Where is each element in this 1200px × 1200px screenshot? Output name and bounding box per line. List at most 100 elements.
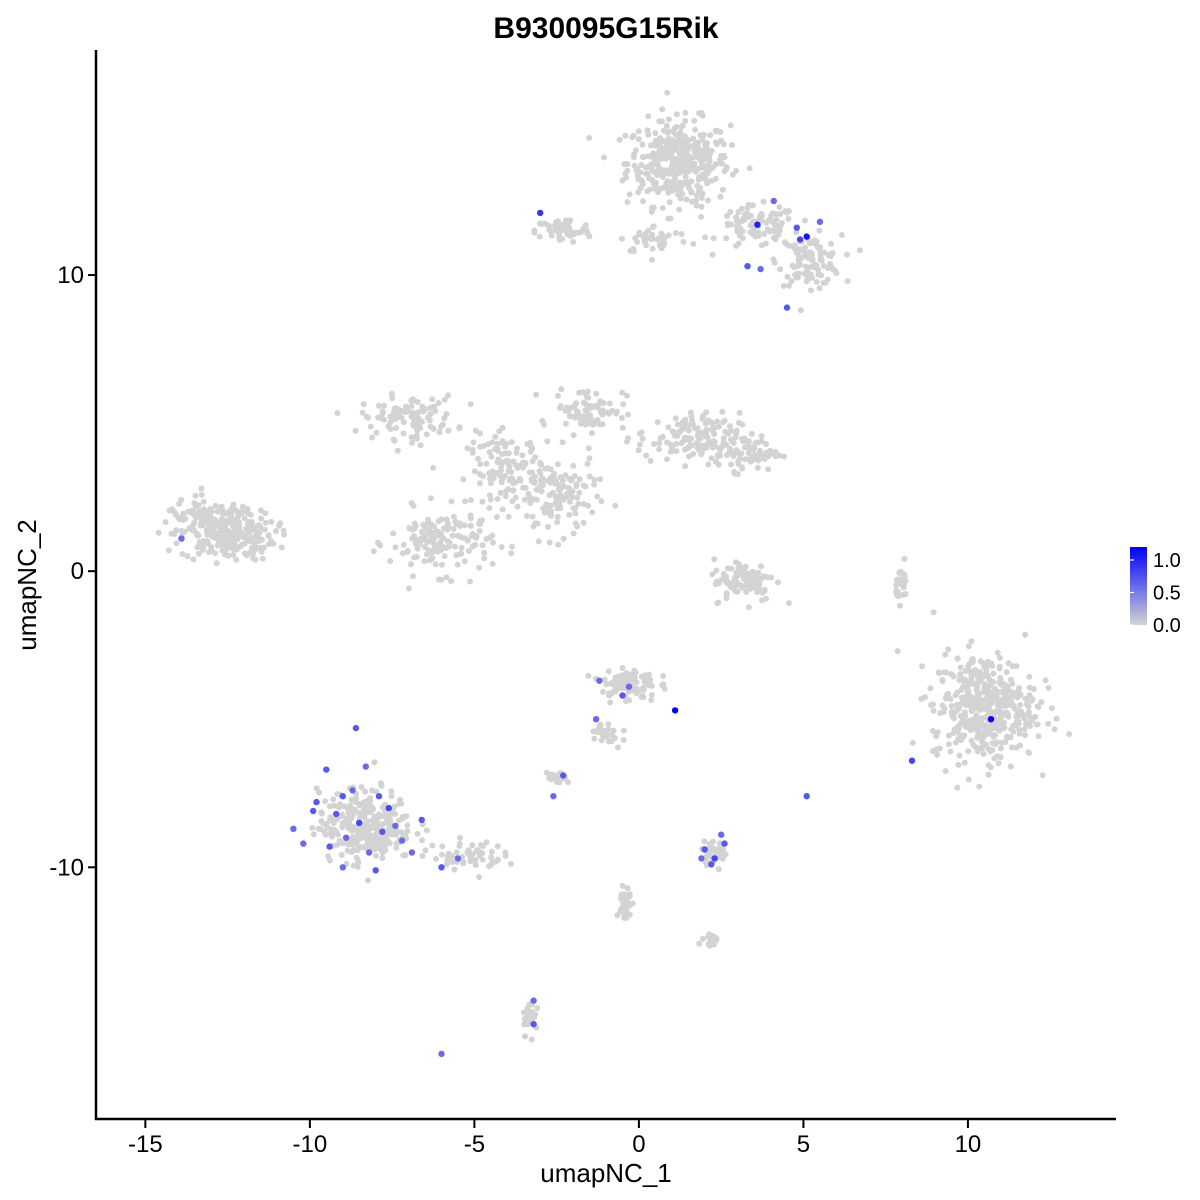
cell-point — [556, 503, 563, 510]
cell-point — [937, 710, 944, 717]
cell-point — [993, 725, 1000, 732]
cell-point — [679, 137, 686, 144]
cell-point — [678, 440, 685, 447]
cell-point — [705, 461, 712, 468]
cell-point — [402, 832, 409, 839]
expressing-cell-point — [596, 677, 603, 684]
cell-point — [400, 419, 407, 426]
cell-point — [733, 242, 740, 249]
cell-point — [460, 476, 467, 483]
cell-point — [943, 669, 950, 676]
cell-point — [379, 855, 386, 862]
cell-point — [816, 285, 823, 292]
cell-point — [456, 425, 463, 432]
cell-point — [773, 216, 780, 223]
cell-point — [221, 510, 228, 517]
cell-point — [999, 739, 1005, 746]
cell-point — [744, 570, 751, 577]
expressing-cell-point — [793, 224, 800, 231]
cell-point — [710, 838, 717, 845]
cell-point — [700, 413, 706, 420]
cell-point — [508, 550, 515, 557]
cell-point — [519, 452, 526, 459]
cell-point — [402, 403, 409, 410]
cell-point — [741, 437, 748, 444]
cell-point — [502, 472, 508, 479]
cell-point — [371, 813, 378, 820]
cell-point — [438, 851, 445, 858]
cell-point — [507, 475, 514, 482]
cell-point — [639, 435, 646, 442]
cell-point — [736, 419, 742, 426]
cell-point — [699, 136, 706, 143]
cell-point — [638, 162, 645, 168]
cell-point — [665, 232, 672, 239]
cell-point — [626, 191, 633, 198]
cell-point — [537, 470, 544, 477]
cell-point — [483, 536, 490, 542]
cell-point — [856, 247, 863, 254]
cell-point — [505, 513, 512, 520]
cell-point — [723, 441, 730, 448]
cell-point — [355, 859, 362, 866]
cell-point — [699, 112, 706, 119]
cell-point — [509, 543, 516, 550]
cell-point — [438, 576, 445, 583]
cell-point — [234, 518, 241, 525]
cell-point — [713, 458, 719, 465]
cell-point — [620, 899, 627, 906]
cell-point — [347, 802, 353, 809]
cell-point — [568, 413, 575, 420]
cell-point — [1013, 663, 1020, 670]
cell-point — [1022, 631, 1029, 638]
cell-point — [838, 232, 845, 238]
cell-point — [688, 198, 695, 205]
cell-point — [408, 500, 415, 507]
cell-point — [634, 172, 641, 179]
cell-point — [426, 417, 433, 424]
cell-point — [739, 465, 746, 472]
cell-point — [417, 442, 424, 449]
cell-point — [1025, 749, 1032, 756]
cell-point — [166, 507, 173, 514]
cell-point — [721, 417, 728, 424]
expressing-cell-point — [375, 793, 383, 800]
cell-point — [469, 842, 476, 849]
cell-point — [813, 278, 820, 285]
cell-point — [608, 738, 615, 745]
cell-point — [652, 137, 659, 144]
cell-point — [683, 157, 690, 164]
cell-point — [559, 439, 566, 446]
cell-point — [582, 222, 589, 229]
cell-point — [408, 561, 414, 568]
cell-point — [706, 849, 713, 856]
cell-point — [360, 401, 367, 408]
cell-point — [735, 226, 742, 233]
cell-point — [533, 391, 540, 398]
cell-point — [813, 238, 820, 245]
cell-point — [247, 511, 254, 518]
expressing-cell-point — [379, 828, 386, 835]
cell-point — [449, 532, 456, 539]
cell-point — [554, 519, 561, 525]
cell-point — [901, 555, 908, 562]
cell-point — [1026, 673, 1033, 680]
cell-point — [168, 530, 175, 537]
cell-point — [705, 941, 712, 947]
cell-point — [985, 771, 992, 778]
cell-point — [703, 427, 710, 433]
expressing-cell-point — [339, 864, 346, 871]
cell-point — [408, 434, 415, 441]
cell-point — [237, 528, 244, 535]
cell-point — [801, 270, 808, 277]
cell-point — [424, 539, 431, 545]
cell-point — [184, 553, 191, 560]
cell-point — [749, 202, 756, 209]
cell-point — [330, 796, 337, 803]
cell-point — [717, 193, 724, 200]
cell-point — [749, 573, 756, 580]
expressing-cell-point — [770, 197, 777, 205]
cell-point — [364, 797, 371, 804]
cell-point — [647, 236, 654, 243]
cell-point — [455, 532, 461, 539]
